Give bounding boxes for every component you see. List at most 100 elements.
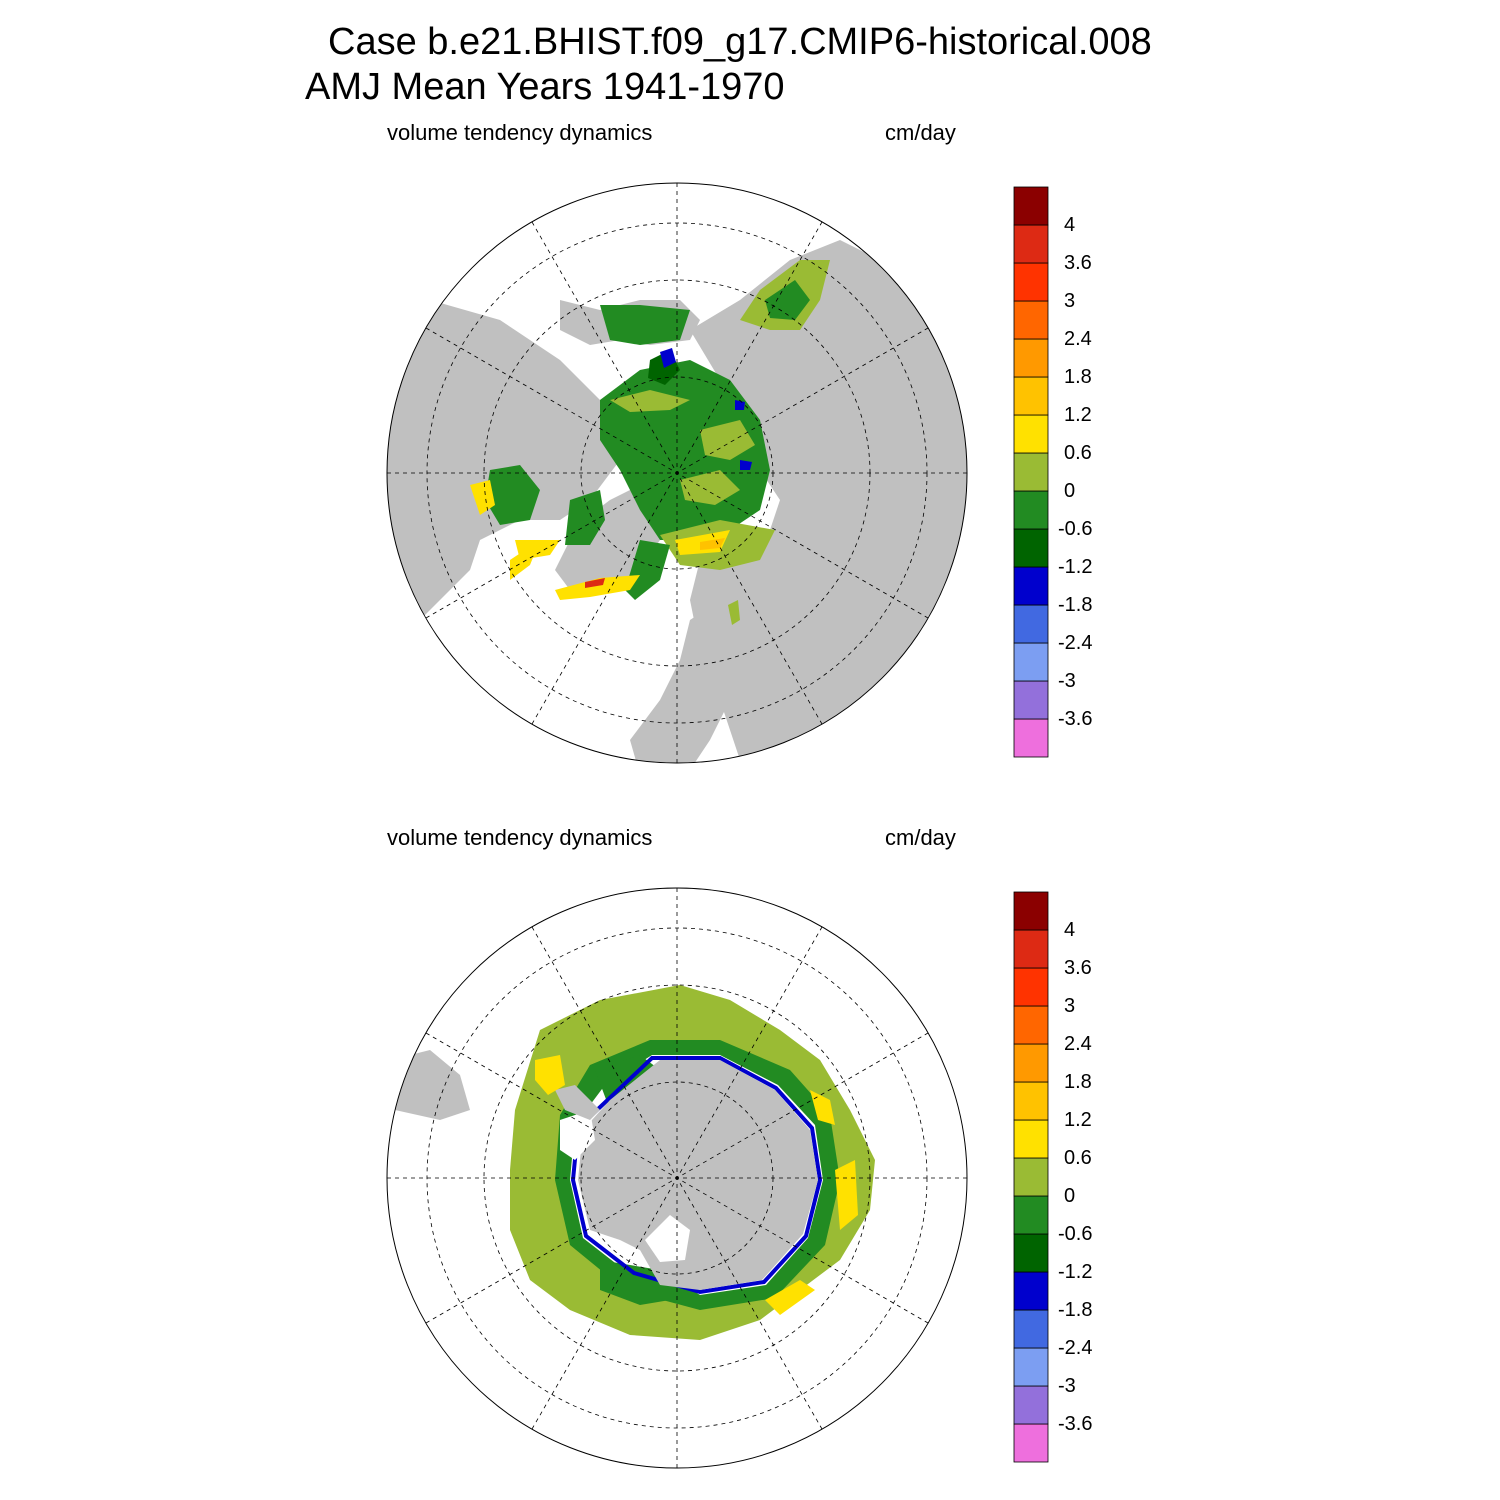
south-shelf-ross [645,1215,690,1262]
south-colorbar-tick-label: -2.4 [1058,1337,1093,1359]
north-colorbar-tick-label: -3.6 [1058,708,1093,730]
north-colorbar-swatch [1013,300,1049,340]
south-colorbar-swatch [1013,1385,1049,1425]
south-colorbar [1013,891,1049,1463]
north-field-okhotsk-dark [765,280,810,320]
south-field-yellow-1 [535,1055,565,1095]
north-graticule [387,183,967,763]
south-colorbar-tick-label: -3 [1058,1375,1076,1397]
north-colorbar-tick-label: 0.6 [1064,442,1092,464]
north-colorbar-swatch [1013,414,1049,454]
north-polar-map [386,182,968,764]
figure-title-case: Case b.e21.BHIST.f09_g17.CMIP6-historica… [328,21,1152,63]
south-colorbar-tick-label: -1.2 [1058,1261,1093,1283]
north-field-ice-edge-red [585,578,605,588]
north-colorbar-swatch [1013,376,1049,416]
south-colorbar-swatch [1013,1081,1049,1121]
north-colorbar-swatch [1013,642,1049,682]
south-graticule [387,888,967,1468]
south-field-yellow-3 [765,1280,815,1315]
south-colorbar-tick-label: 1.8 [1064,1071,1092,1093]
south-field-yellow-4 [810,1090,835,1125]
north-map-border [386,182,968,764]
south-colorbar-tick-label: 0.6 [1064,1147,1092,1169]
north-field-chukchi [600,305,690,345]
north-colorbar-swatch [1013,528,1049,568]
south-colorbar-swatch [1013,1005,1049,1045]
north-colorbar-tick-label: -3 [1058,670,1076,692]
north-field-arctic-light [610,390,690,412]
south-panel-variable-label: volume tendency dynamics [387,825,653,850]
south-colorbar-swatch [1013,1271,1049,1311]
north-colorbar-swatch [1013,604,1049,644]
south-panel-units-label: cm/day [885,825,956,850]
north-colorbar [1013,186,1049,758]
south-land-antarctica [578,1060,818,1290]
south-colorbar-swatch [1013,1309,1049,1349]
north-colorbar-tick-label: 4 [1064,214,1076,236]
south-colorbar-tick-label: -3.6 [1058,1413,1093,1435]
north-colorbar-swatch [1013,186,1049,226]
north-field-blue-rim-2 [740,460,752,470]
north-colorbar-tick-label: 3 [1064,290,1076,312]
north-colorbar-tick-label: 2.4 [1064,328,1092,350]
north-field-ice-edge [555,575,640,600]
north-colorbar-swatch [1013,338,1049,378]
north-field-baffin [565,490,605,545]
north-colorbar-swatch [1013,566,1049,606]
south-colorbar-swatch [1013,929,1049,969]
north-colorbar-swatch [1013,262,1049,302]
north-colorbar-tick-label: -1.2 [1058,556,1093,578]
north-panel-units-label: cm/day [885,120,956,145]
figure-title-period: AMJ Mean Years 1941-1970 [305,66,785,108]
north-field-hudson [485,465,540,525]
north-colorbar-tick-label: 1.8 [1064,366,1092,388]
south-field-coastal-blue [570,1056,823,1295]
north-colorbar-tick-label: -0.6 [1058,518,1093,540]
north-land-europe [630,600,745,763]
south-colorbar-swatch [1013,891,1049,931]
north-colorbar-swatch [1013,224,1049,264]
north-colorbar-swatch [1013,718,1049,758]
south-colorbar-swatch [1013,1157,1049,1197]
north-field-barents-orange [700,538,725,550]
north-field-arctic-light-2 [700,420,755,460]
south-polar-map [386,887,968,1469]
south-colorbar-tick-label: 3.6 [1064,957,1092,979]
north-colorbar-tick-label: 1.2 [1064,404,1092,426]
north-field-baltic [728,600,740,625]
north-colorbar-tick-label: -1.8 [1058,594,1093,616]
south-colorbar-tick-label: 3 [1064,995,1076,1017]
south-colorbar-tick-label: 0 [1064,1185,1076,1207]
north-colorbar-swatch [1013,490,1049,530]
north-colorbar-tick-label: -2.4 [1058,632,1093,654]
north-panel-variable-label: volume tendency dynamics [387,120,653,145]
north-colorbar-tick-label: 3.6 [1064,252,1092,274]
south-shelf-peninsula [560,1110,595,1160]
north-colorbar-swatch [1013,452,1049,492]
north-field-arctic-light-3 [680,470,740,505]
south-colorbar-swatch [1013,1119,1049,1159]
north-field-labrador-2 [470,480,495,515]
north-colorbar-tick-label: 0 [1064,480,1076,502]
south-colorbar-swatch [1013,1233,1049,1273]
south-colorbar-swatch [1013,1195,1049,1235]
south-land-south-america [390,1050,470,1120]
north-field-west-edge [510,540,540,580]
south-colorbar-tick-label: -1.8 [1058,1299,1093,1321]
north-field-blue-rim [660,348,676,368]
south-field-ross [600,1260,700,1305]
south-colorbar-tick-label: -0.6 [1058,1223,1093,1245]
south-map-border [386,887,968,1469]
south-field-yellow-2 [835,1160,858,1230]
south-colorbar-tick-label: 4 [1064,919,1076,941]
north-field-greenland-sea [625,540,670,600]
north-colorbar-swatch [1013,680,1049,720]
south-colorbar-tick-label: 1.2 [1064,1109,1092,1131]
south-colorbar-swatch [1013,1347,1049,1387]
south-colorbar-swatch [1013,1423,1049,1463]
south-colorbar-swatch [1013,1043,1049,1083]
south-colorbar-swatch [1013,967,1049,1007]
south-colorbar-tick-label: 2.4 [1064,1033,1092,1055]
